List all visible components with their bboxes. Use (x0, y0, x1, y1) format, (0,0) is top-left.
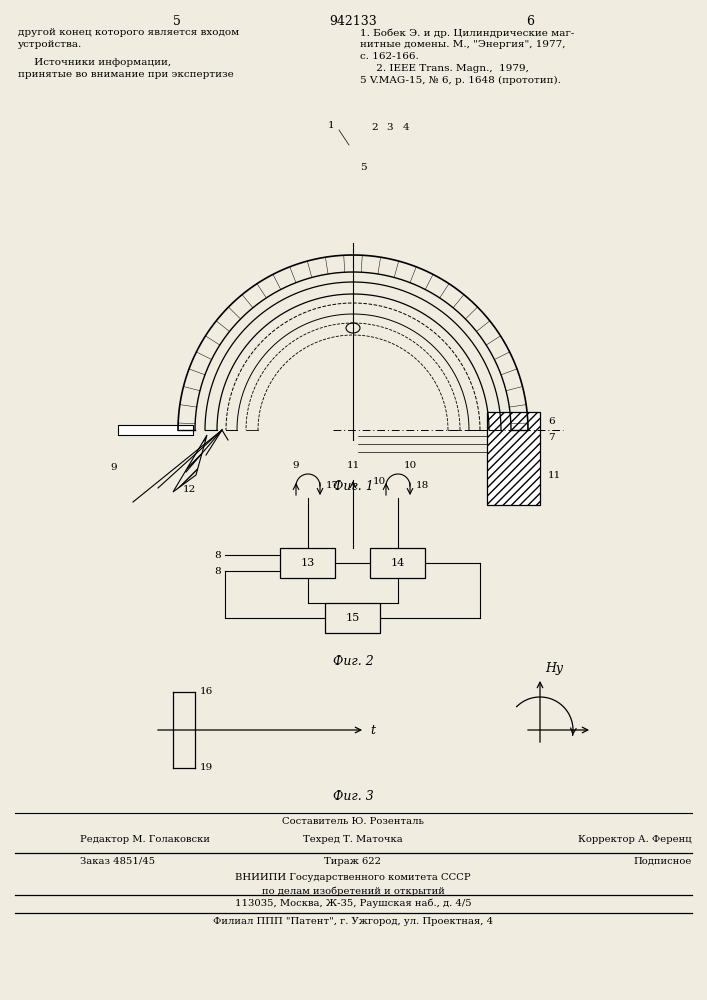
Text: 2. IEEE Trans. Magn.,  1979,: 2. IEEE Trans. Magn., 1979, (360, 64, 529, 73)
Bar (370, 548, 426, 578)
Text: по делам изобретений и открытий: по делам изобретений и открытий (262, 886, 445, 896)
Text: 1: 1 (327, 120, 334, 129)
Text: Редактор М. Голаковски: Редактор М. Голаковски (80, 835, 210, 844)
Text: Заказ 4851/45: Заказ 4851/45 (80, 857, 155, 866)
Text: 11: 11 (346, 461, 360, 470)
Text: 6: 6 (548, 418, 554, 426)
Text: другой конец которого является входом: другой конец которого является входом (18, 28, 239, 37)
Text: Составитель Ю. Розенталь: Составитель Ю. Розенталь (282, 817, 424, 826)
Text: t: t (370, 724, 375, 736)
Text: 5: 5 (173, 15, 181, 28)
Text: 3: 3 (386, 123, 392, 132)
Bar (325, 603, 380, 633)
Text: нитные домены. М., "Энергия", 1977,: нитные домены. М., "Энергия", 1977, (360, 40, 566, 49)
Text: Hy: Hy (545, 662, 563, 675)
Text: 15: 15 (346, 613, 360, 623)
Polygon shape (487, 412, 540, 505)
Text: 13: 13 (301, 558, 315, 568)
Text: 4: 4 (403, 123, 409, 132)
Text: Корректор А. Ференц: Корректор А. Ференц (578, 835, 692, 844)
Text: 8: 8 (214, 550, 221, 560)
Text: 6: 6 (526, 15, 534, 28)
Text: 1. Бобек Э. и др. Цилиндрические маг-: 1. Бобек Э. и др. Цилиндрические маг- (360, 28, 574, 37)
Text: Техред Т. Маточка: Техред Т. Маточка (303, 835, 403, 844)
Text: 9: 9 (293, 461, 299, 470)
Text: 10: 10 (404, 461, 416, 470)
Text: Фиг. 1: Фиг. 1 (332, 480, 373, 493)
Bar (281, 548, 336, 578)
Text: 19: 19 (200, 764, 214, 772)
Text: Фиг. 3: Фиг. 3 (332, 790, 373, 803)
Text: 17: 17 (326, 482, 339, 490)
Text: ВНИИПИ Государственного комитета СССР: ВНИИПИ Государственного комитета СССР (235, 873, 471, 882)
Text: 16: 16 (200, 688, 214, 696)
Text: 10: 10 (373, 478, 386, 487)
Text: 2: 2 (371, 123, 378, 132)
Text: 5 V.MAG-15, № 6, р. 1648 (прототип).: 5 V.MAG-15, № 6, р. 1648 (прототип). (360, 76, 561, 85)
Text: Тираж 622: Тираж 622 (325, 857, 382, 866)
Text: Подписное: Подписное (633, 857, 692, 866)
Polygon shape (118, 425, 193, 435)
Text: Фиг. 2: Фиг. 2 (332, 655, 373, 668)
Text: 14: 14 (391, 558, 405, 568)
Text: принятые во внимание при экспертизе: принятые во внимание при экспертизе (18, 70, 234, 79)
Text: 9: 9 (110, 464, 117, 473)
Text: Источники информации,: Источники информации, (18, 58, 171, 67)
Text: 113035, Москва, Ж-35, Раушская наб., д. 4/5: 113035, Москва, Ж-35, Раушская наб., д. … (235, 899, 472, 908)
Text: с. 162-166.: с. 162-166. (360, 52, 419, 61)
Text: Филиал ППП "Патент", г. Ужгород, ул. Проектная, 4: Филиал ППП "Патент", г. Ужгород, ул. Про… (213, 917, 493, 926)
Text: устройства.: устройства. (18, 40, 82, 49)
Text: 12: 12 (183, 486, 197, 494)
Text: 7: 7 (548, 434, 554, 442)
Text: 5: 5 (360, 163, 367, 172)
Text: 8: 8 (214, 566, 221, 576)
Text: 942133: 942133 (329, 15, 377, 28)
Text: 18: 18 (416, 482, 429, 490)
Text: 11: 11 (548, 471, 561, 480)
